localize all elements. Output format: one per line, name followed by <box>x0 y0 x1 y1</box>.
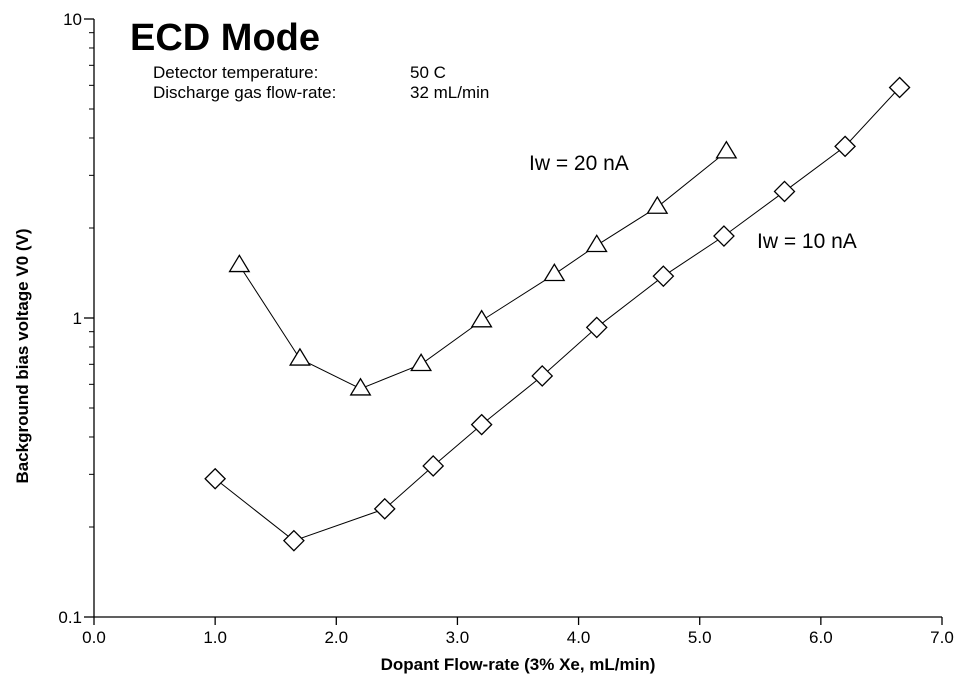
triangle-marker <box>646 195 669 214</box>
plot-area <box>204 76 911 552</box>
triangle-marker <box>543 263 566 282</box>
triangle-marker <box>288 347 311 366</box>
series-label-iw-20: Iw = 20 nA <box>529 152 629 175</box>
x-tick-label-0: 0.0 <box>82 628 106 647</box>
triangle-marker <box>585 234 608 253</box>
y-tick-label-1: 1 <box>73 309 82 328</box>
series-line-0 <box>238 151 727 390</box>
x-tick-label-5: 5.0 <box>688 628 712 647</box>
x-tick-label-7: 7.0 <box>930 628 954 647</box>
series-label-iw-10: Iw = 10 nA <box>757 230 857 253</box>
diamond-marker <box>204 467 227 490</box>
triangle-marker <box>715 140 738 159</box>
axis-ticks: 0.0 1.0 2.0 3.0 4.0 5.0 6.0 7.0 0.1 1 10 <box>58 10 953 647</box>
x-tick-label-3: 3.0 <box>446 628 470 647</box>
info-label-temperature: Detector temperature: <box>153 63 318 82</box>
diamond-marker <box>531 365 554 387</box>
info-value-flow-rate: 32 mL/min <box>410 83 489 102</box>
diamond-marker <box>773 180 796 203</box>
diamond-marker <box>888 76 911 99</box>
y-axis-title: Background bias voltage V0 (V) <box>13 228 32 483</box>
triangle-marker <box>470 309 493 328</box>
info-value-temperature: 50 C <box>410 63 446 82</box>
diamond-marker <box>470 413 493 436</box>
chart-title: ECD Mode <box>130 17 320 59</box>
diamond-marker <box>282 529 305 552</box>
triangle-marker <box>228 254 251 273</box>
x-tick-label-1: 1.0 <box>203 628 227 647</box>
y-tick-label-2: 10 <box>63 10 82 29</box>
diamond-marker <box>713 225 735 247</box>
triangle-marker <box>349 377 372 396</box>
diamond-marker <box>422 455 445 477</box>
diamond-marker <box>585 316 608 339</box>
diamond-marker <box>652 265 675 288</box>
info-label-flow-rate: Discharge gas flow-rate: <box>153 83 336 102</box>
x-tick-label-4: 4.0 <box>567 628 591 647</box>
x-tick-label-2: 2.0 <box>324 628 348 647</box>
series-line-1 <box>214 87 900 542</box>
x-axis-title: Dopant Flow-rate (3% Xe, mL/min) <box>381 655 656 674</box>
diamond-marker <box>373 497 396 520</box>
triangle-marker <box>410 353 433 372</box>
diamond-marker <box>834 135 857 158</box>
y-tick-label-0: 0.1 <box>58 608 82 627</box>
x-tick-label-6: 6.0 <box>809 628 833 647</box>
